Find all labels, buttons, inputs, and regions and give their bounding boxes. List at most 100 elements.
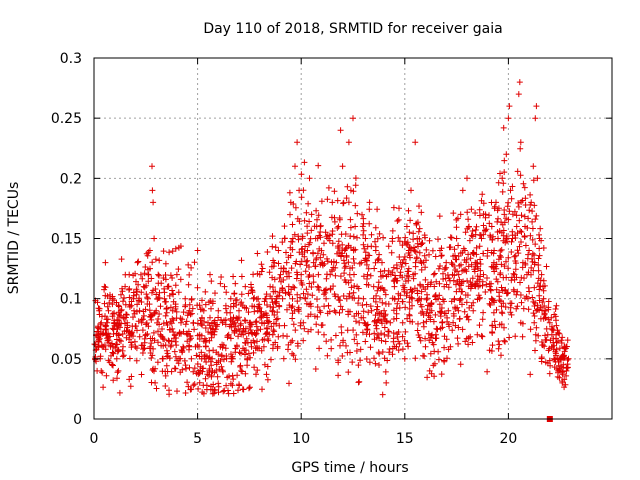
data-point	[402, 234, 409, 241]
data-point	[165, 337, 172, 344]
data-point	[385, 333, 392, 339]
data-point	[445, 346, 452, 353]
data-point	[332, 309, 339, 316]
data-point	[281, 223, 288, 230]
data-point	[505, 199, 512, 206]
data-point	[393, 262, 400, 268]
data-point	[371, 265, 378, 272]
data-point	[306, 264, 312, 270]
data-point	[445, 284, 452, 291]
data-point	[498, 303, 505, 310]
data-point	[297, 261, 304, 268]
data-point	[286, 189, 293, 196]
data-point	[316, 232, 323, 239]
data-point	[198, 314, 205, 321]
data-point	[228, 351, 234, 358]
data-point	[144, 295, 151, 302]
data-point	[275, 247, 282, 254]
data-point	[238, 273, 245, 280]
data-point	[139, 275, 146, 282]
data-point	[486, 300, 493, 307]
data-point	[501, 337, 508, 344]
data-point	[253, 296, 260, 303]
data-point	[414, 240, 421, 247]
data-point	[225, 387, 231, 394]
data-point	[208, 383, 214, 390]
data-point	[219, 344, 226, 351]
data-point	[546, 319, 553, 326]
data-point	[340, 339, 346, 346]
data-point	[223, 382, 230, 389]
data-point	[294, 298, 301, 305]
data-point	[478, 332, 485, 339]
data-point	[217, 358, 224, 364]
data-point	[529, 208, 536, 215]
data-point	[508, 238, 515, 245]
data-point	[513, 291, 520, 298]
data-point	[525, 295, 531, 302]
data-point	[281, 235, 288, 242]
data-point	[517, 172, 524, 179]
data-point	[337, 273, 344, 280]
data-point	[528, 271, 534, 278]
data-point	[430, 318, 437, 325]
data-point	[294, 215, 301, 222]
data-point	[437, 263, 443, 269]
data-point	[196, 336, 203, 342]
data-point	[529, 218, 536, 225]
data-point	[194, 361, 201, 367]
data-point	[427, 309, 433, 316]
data-point	[459, 187, 466, 194]
data-point	[195, 385, 202, 392]
data-point	[350, 327, 357, 334]
data-point	[468, 302, 475, 309]
data-point	[438, 245, 445, 252]
data-point	[306, 175, 313, 182]
data-point	[135, 258, 142, 265]
data-point	[313, 207, 320, 214]
data-point	[301, 217, 308, 224]
data-point	[558, 340, 565, 346]
data-point	[122, 301, 129, 308]
data-point	[405, 277, 412, 284]
data-point	[156, 272, 162, 279]
data-point	[324, 196, 331, 203]
data-point	[126, 285, 133, 292]
data-point	[513, 305, 520, 312]
data-point	[360, 314, 367, 321]
data-point	[324, 352, 331, 359]
data-point	[334, 197, 341, 204]
data-point	[435, 356, 442, 363]
data-point	[441, 298, 447, 305]
data-point	[314, 296, 320, 303]
data-point	[494, 229, 501, 235]
data-point	[401, 253, 408, 260]
data-point	[104, 316, 111, 323]
data-point	[435, 348, 442, 355]
data-point	[314, 250, 321, 257]
data-point	[405, 207, 412, 214]
data-point	[545, 298, 552, 305]
data-point	[508, 300, 515, 307]
data-point	[477, 267, 484, 274]
data-point	[245, 290, 252, 297]
data-point	[106, 299, 113, 306]
data-point	[474, 278, 481, 285]
data-point	[403, 240, 410, 247]
data-point	[377, 268, 384, 275]
data-point	[314, 304, 321, 310]
data-point	[196, 379, 203, 386]
data-point	[329, 240, 336, 247]
data-point	[426, 251, 432, 258]
data-point	[359, 302, 366, 309]
data-point	[115, 347, 122, 354]
data-point	[242, 283, 249, 290]
data-point	[534, 280, 541, 287]
data-point	[144, 301, 151, 307]
data-point	[451, 246, 458, 253]
data-point	[338, 231, 345, 238]
data-point	[554, 327, 561, 334]
data-point	[172, 282, 179, 289]
data-point	[289, 337, 296, 344]
